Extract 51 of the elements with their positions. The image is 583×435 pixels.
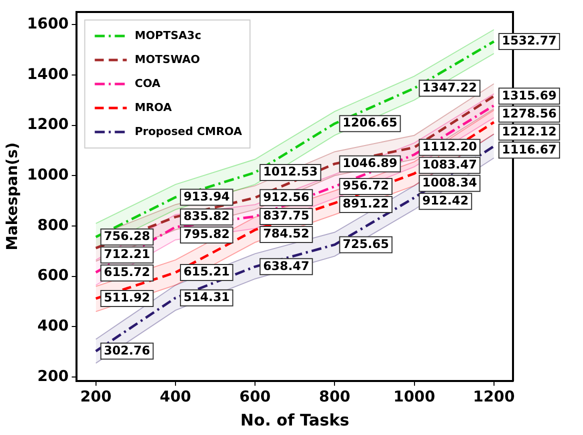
data-label: 1315.69 <box>502 88 557 102</box>
y-tick-label: 1400 <box>27 64 69 83</box>
data-label: 1278.56 <box>502 106 557 120</box>
x-tick-label: 1200 <box>473 388 515 406</box>
x-tick-label: 1000 <box>393 388 436 406</box>
legend-label: MOTSWAO <box>134 52 200 66</box>
x-tick-label: 400 <box>160 388 192 406</box>
y-tick-label: 400 <box>37 316 69 335</box>
data-label: 615.21 <box>183 264 230 279</box>
data-label: 913.94 <box>183 189 230 204</box>
data-label: 795.82 <box>183 227 230 242</box>
data-label: 1112.20 <box>422 140 477 154</box>
data-label: 1206.65 <box>342 116 398 130</box>
data-label: 1212.12 <box>502 124 557 138</box>
y-axis-title: Makespan(s) <box>2 142 21 250</box>
legend-label: Proposed CMROA <box>134 124 242 138</box>
data-label: 891.22 <box>342 196 389 211</box>
data-label: 1116.67 <box>502 142 557 156</box>
data-label: 756.28 <box>104 229 150 244</box>
y-tick-label: 1600 <box>27 14 69 32</box>
y-tick-label: 200 <box>37 366 69 385</box>
data-label: 1046.89 <box>342 156 398 170</box>
legend-label: COA <box>134 76 161 90</box>
x-tick-label: 800 <box>319 388 350 406</box>
data-label: 784.52 <box>263 226 310 241</box>
data-label: 511.92 <box>104 290 150 305</box>
data-label: 302.76 <box>104 343 150 358</box>
y-tick-label: 1000 <box>27 166 69 184</box>
y-tick-label: 1200 <box>27 115 69 134</box>
data-label: 835.82 <box>183 209 230 224</box>
x-axis-title: No. of Tasks <box>240 410 350 430</box>
data-label: 912.42 <box>422 194 469 208</box>
data-label: 725.65 <box>342 236 389 251</box>
legend-label: MOPTSA3c <box>134 28 202 42</box>
x-tick-label: 600 <box>239 388 271 406</box>
data-label: 514.31 <box>183 290 230 304</box>
data-label: 712.21 <box>104 247 150 262</box>
data-label: 1012.53 <box>263 164 318 179</box>
data-label: 1008.34 <box>422 176 477 190</box>
legend-label: MROA <box>134 100 172 114</box>
data-label: 1347.22 <box>422 80 477 94</box>
y-tick-label: 600 <box>37 266 69 284</box>
data-label: 912.56 <box>263 190 310 204</box>
y-tick-label: 800 <box>37 216 69 234</box>
data-label: 638.47 <box>263 258 310 273</box>
data-label: 837.75 <box>263 208 310 223</box>
x-tick-label: 200 <box>80 388 112 406</box>
data-label: 1532.77 <box>502 34 557 48</box>
data-label: 956.72 <box>342 178 389 193</box>
data-label: 615.72 <box>104 265 150 280</box>
data-label: 1083.47 <box>422 158 477 172</box>
